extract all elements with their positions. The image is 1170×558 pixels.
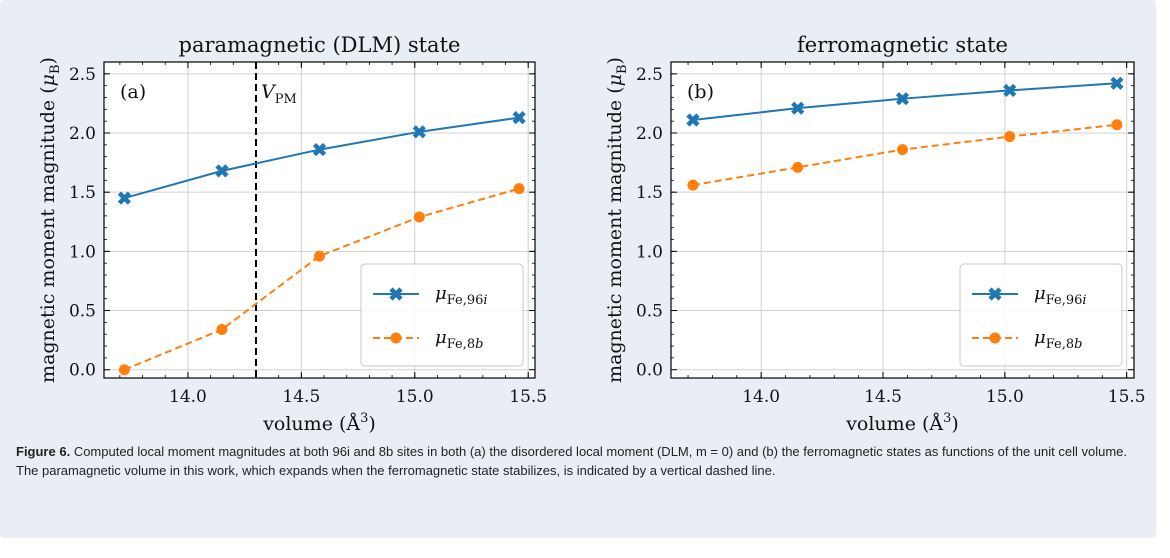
x-tick-label: 14.0 (742, 387, 780, 407)
data-point (1004, 131, 1016, 143)
legend: μFe,96i μFe,8b (360, 263, 524, 367)
marker-stroke (215, 164, 229, 178)
legend-marker (389, 287, 403, 301)
y-tick-label: 0.0 (636, 361, 663, 381)
data-point (686, 113, 700, 127)
marker-stroke (117, 191, 132, 205)
legend-label: μFe,96i (1034, 283, 1087, 308)
legend-box (959, 263, 1123, 367)
y-tick-label: 2.0 (636, 124, 663, 144)
data-point (687, 179, 699, 191)
caption-text: Computed local moment magnitudes at both… (16, 444, 1127, 478)
legend-box (360, 263, 524, 367)
marker-stroke (412, 125, 426, 139)
x-tick-label: 15.0 (396, 387, 434, 407)
caption-label: Figure 6. (16, 444, 71, 459)
y-tick-label: 1.0 (636, 242, 663, 262)
y-axis-label: magnetic moment magnitude (μB) (604, 57, 630, 383)
legend: μFe,96i μFe,8b (959, 263, 1123, 367)
data-point (117, 191, 132, 205)
legend-label: μFe,8b (435, 327, 483, 352)
panel-label: (b) (687, 81, 714, 103)
y-tick-label: 2.5 (69, 65, 96, 85)
chart-panel-a: 14.0 14.5 15.0 15.5 0.0 0.5 1.0 1.5 2.0 2.5 VPM (a)… (37, 33, 547, 435)
figure-caption: Figure 6. Computed local moment magnitud… (16, 442, 1141, 480)
data-point (314, 250, 325, 262)
data-point (512, 111, 526, 125)
x-tick-label: 14.5 (282, 387, 320, 407)
vpm-label: VPM (261, 81, 297, 107)
data-point (413, 211, 425, 223)
marker-stroke (512, 111, 526, 125)
data-point (1111, 119, 1123, 131)
y-axis-label: magnetic moment magnitude (μB) (37, 57, 63, 383)
data-point (215, 164, 229, 178)
legend-marker (390, 332, 402, 344)
legend-label: μFe,8b (1034, 327, 1082, 352)
data-point (513, 183, 525, 195)
y-tick-label: 1.0 (69, 242, 96, 262)
data-point (791, 101, 805, 115)
data-point (216, 323, 228, 335)
chart-title: paramagnetic (DLM) state (179, 33, 461, 57)
legend-marker (989, 332, 1001, 344)
x-axis-label: volume (Å3) (845, 411, 959, 435)
y-tick-label: 0.5 (69, 302, 96, 322)
x-tick-label: 15.5 (1108, 387, 1146, 407)
y-tick-label: 2.5 (636, 65, 663, 85)
marker-stroke (1110, 76, 1124, 90)
x-tick-label: 14.0 (169, 387, 207, 407)
data-point (1003, 83, 1017, 97)
y-tick-label: 1.5 (69, 183, 96, 203)
legend-marker (988, 287, 1002, 301)
marker-stroke (791, 101, 805, 115)
marker-stroke (686, 113, 700, 127)
data-point (412, 125, 426, 139)
chart-panel-b: 14.0 14.5 15.0 15.5 0.0 0.5 1.0 1.5 2.0 2.5 (b) fer… (604, 33, 1146, 435)
data-point (1110, 76, 1124, 90)
figure-charts: 14.0 14.5 15.0 15.5 0.0 0.5 1.0 1.5 2.0 2.5 VPM (a)… (37, 33, 1146, 435)
data-point (118, 364, 130, 376)
y-tick-label: 2.0 (69, 124, 96, 144)
data-point (312, 142, 327, 157)
marker-stroke (1003, 83, 1017, 97)
data-point (895, 92, 910, 106)
x-tick-label: 15.5 (509, 387, 547, 407)
data-point (792, 161, 804, 173)
marker-stroke (312, 142, 327, 157)
data-point (897, 144, 908, 156)
x-axis-label: volume (Å3) (262, 411, 376, 435)
marker-stroke (895, 92, 910, 106)
chart-title: ferromagnetic state (797, 33, 1008, 57)
x-tick-label: 14.5 (864, 387, 902, 407)
axes-frame (103, 61, 536, 379)
series-line-1 (124, 187, 520, 371)
legend-label: μFe,96i (435, 283, 488, 308)
x-tick-label: 15.0 (986, 387, 1024, 407)
y-tick-label: 0.0 (69, 361, 96, 381)
axes-frame (670, 61, 1135, 379)
panel-label: (a) (120, 81, 146, 103)
y-tick-label: 1.5 (636, 183, 663, 203)
y-tick-label: 0.5 (636, 302, 663, 322)
